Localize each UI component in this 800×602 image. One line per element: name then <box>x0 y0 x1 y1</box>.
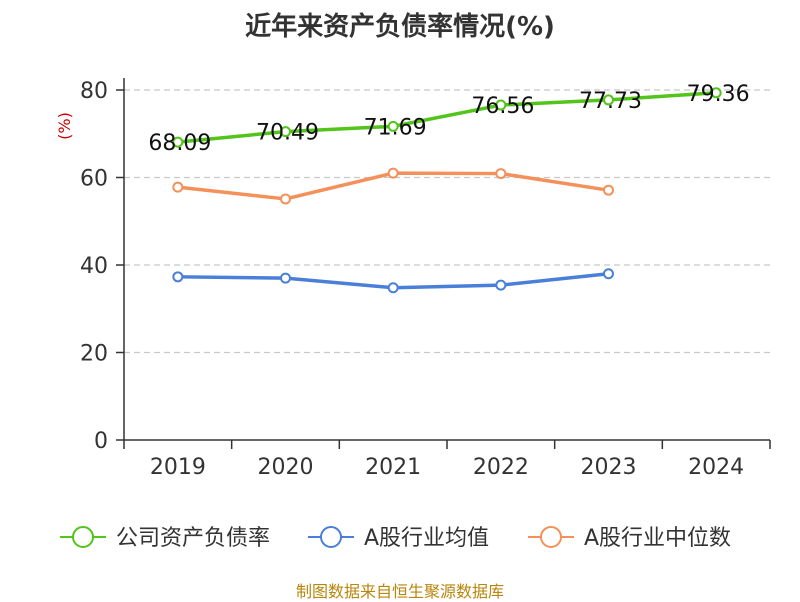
y-tick-label: 20 <box>80 342 108 367</box>
y-axis-label: (%) <box>55 112 74 140</box>
legend-marker <box>72 526 94 548</box>
data-point <box>172 271 184 283</box>
legend-marker <box>540 526 562 548</box>
data-point <box>172 181 184 193</box>
legend-label: A股行业均值 <box>364 526 489 551</box>
data-label: 70.49 <box>256 121 319 146</box>
data-point <box>495 99 507 111</box>
data-point <box>280 272 291 284</box>
y-tick-label: 60 <box>80 167 108 192</box>
y-tick-label: 80 <box>80 79 108 104</box>
data-point <box>603 184 614 196</box>
data-point <box>603 268 614 280</box>
data-label: 71.69 <box>364 115 427 140</box>
legend-marker <box>320 526 342 548</box>
data-point <box>280 193 291 205</box>
data-label: 76.56 <box>471 94 534 119</box>
data-point <box>280 126 291 138</box>
data-point <box>172 136 184 148</box>
x-tick-label: 2024 <box>688 455 744 480</box>
data-label: 68.09 <box>148 131 211 156</box>
legend-label: 公司资产负债率 <box>116 526 270 551</box>
data-label: 77.73 <box>579 89 642 114</box>
data-point <box>495 168 507 180</box>
data-point <box>387 167 399 179</box>
data-point <box>495 279 507 291</box>
data-point <box>387 120 399 132</box>
legend-label: A股行业中位数 <box>584 526 731 551</box>
data-point <box>710 87 722 99</box>
x-tick-label: 2020 <box>258 455 314 480</box>
data-point <box>387 282 399 294</box>
x-tick-label: 2023 <box>581 455 637 480</box>
y-tick-label: 40 <box>80 254 108 279</box>
data-point <box>603 94 614 106</box>
x-tick-label: 2022 <box>473 455 529 480</box>
data-source-note: 制图数据来自恒生聚源数据库 <box>295 582 504 601</box>
x-tick-label: 2021 <box>365 455 421 480</box>
chart-title: 近年来资产负债率情况(%) <box>245 12 555 42</box>
y-tick-label: 0 <box>94 429 108 454</box>
data-label: 79.36 <box>687 82 750 107</box>
x-tick-label: 2019 <box>150 455 206 480</box>
series-line <box>177 91 717 144</box>
